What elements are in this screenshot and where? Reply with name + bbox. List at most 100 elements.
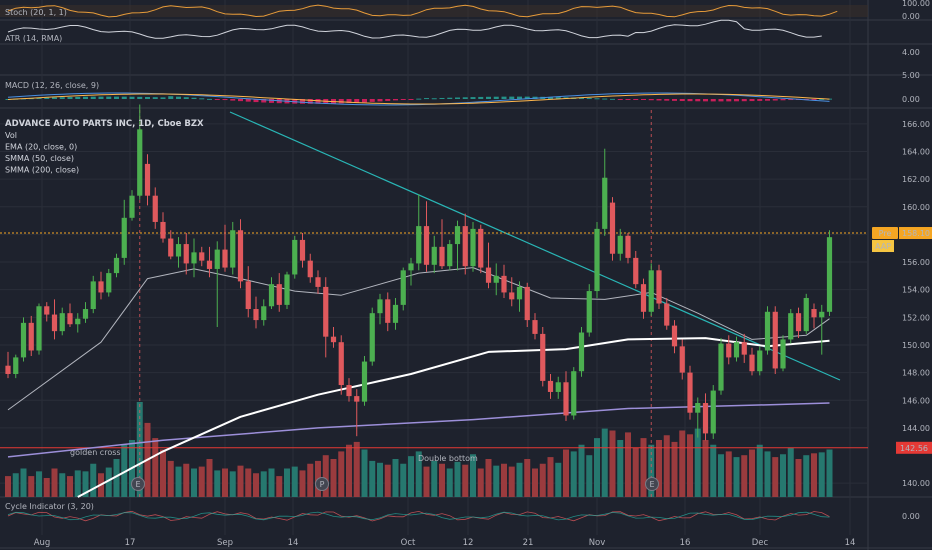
candle-body[interactable] <box>160 221 166 239</box>
candle-body[interactable] <box>640 284 647 312</box>
candle-body[interactable] <box>780 339 786 369</box>
candle-body[interactable] <box>803 297 809 332</box>
candle-body[interactable] <box>718 343 724 391</box>
candle-body[interactable] <box>485 267 492 283</box>
candle-body[interactable] <box>532 320 538 334</box>
candle-body[interactable] <box>75 318 81 325</box>
candle-body[interactable] <box>656 270 662 304</box>
candle-body[interactable] <box>710 390 716 434</box>
candle-body[interactable] <box>13 357 19 374</box>
candle-body[interactable] <box>82 309 89 319</box>
candle-body[interactable] <box>59 313 65 332</box>
candle-body[interactable] <box>222 249 228 268</box>
candle-body[interactable] <box>144 163 151 196</box>
candle-body[interactable] <box>571 371 577 416</box>
candle-body[interactable] <box>361 361 368 402</box>
candle-body[interactable] <box>268 284 275 307</box>
candle-body[interactable] <box>423 226 430 265</box>
candle-body[interactable] <box>299 239 306 261</box>
candle-body[interactable] <box>90 281 96 310</box>
candle-body[interactable] <box>741 342 747 355</box>
candle-body[interactable] <box>586 291 592 333</box>
candle-body[interactable] <box>369 313 375 362</box>
candle-body[interactable] <box>152 195 158 222</box>
candle-body[interactable] <box>664 303 670 326</box>
candle-body[interactable] <box>602 177 608 229</box>
candle-body[interactable] <box>625 235 631 258</box>
candle-body[interactable] <box>253 309 259 321</box>
candle-body[interactable] <box>811 309 817 318</box>
candle-body[interactable] <box>757 350 763 372</box>
candle-body[interactable] <box>555 382 561 392</box>
candle-body[interactable] <box>230 230 236 268</box>
candle-body[interactable] <box>276 284 282 305</box>
candle-body[interactable] <box>292 239 298 275</box>
candle-body[interactable] <box>687 372 693 413</box>
candle-body[interactable] <box>671 325 678 347</box>
candle-body[interactable] <box>36 306 42 351</box>
candle-body[interactable] <box>431 246 437 265</box>
event-marker-e[interactable] <box>645 477 659 491</box>
candle-body[interactable] <box>795 313 802 332</box>
candle-body[interactable] <box>788 313 794 340</box>
candle-body[interactable] <box>191 252 197 264</box>
candle-body[interactable] <box>98 281 104 293</box>
candle-body[interactable] <box>183 244 189 264</box>
candle-body[interactable] <box>516 286 523 300</box>
candle-body[interactable] <box>733 342 740 358</box>
candle-body[interactable] <box>462 226 468 267</box>
candle-body[interactable] <box>315 277 321 287</box>
candle-body[interactable] <box>594 228 600 292</box>
candle-body[interactable] <box>377 299 383 314</box>
candle-body[interactable] <box>648 270 654 312</box>
candle-body[interactable] <box>51 314 58 332</box>
candle-body[interactable] <box>633 257 639 285</box>
candle-body[interactable] <box>772 311 778 369</box>
candle-body[interactable] <box>447 244 453 267</box>
candle-body[interactable] <box>454 226 461 245</box>
candle-body[interactable] <box>106 273 112 293</box>
candle-body[interactable] <box>237 230 244 282</box>
candle-body[interactable] <box>400 270 406 305</box>
candle-body[interactable] <box>578 332 585 372</box>
candle-body[interactable] <box>67 313 73 325</box>
candle-body[interactable] <box>695 403 701 413</box>
candle-body[interactable] <box>113 257 120 274</box>
candle-body[interactable] <box>478 228 484 268</box>
candle-body[interactable] <box>547 380 554 392</box>
candle-body[interactable] <box>323 286 329 337</box>
candle-body[interactable] <box>826 237 833 312</box>
candle-body[interactable] <box>137 129 143 196</box>
candle-body[interactable] <box>726 343 732 358</box>
candle-body[interactable] <box>284 274 290 305</box>
candle-body[interactable] <box>206 260 213 269</box>
event-marker-e[interactable] <box>131 477 145 491</box>
candle-body[interactable] <box>819 311 825 318</box>
candle-body[interactable] <box>5 365 11 374</box>
candle-body[interactable] <box>540 333 546 381</box>
candle-body[interactable] <box>416 226 422 264</box>
candle-body[interactable] <box>338 342 344 386</box>
candle-body[interactable] <box>609 202 616 254</box>
candle-body[interactable] <box>330 336 337 343</box>
candle-body[interactable] <box>261 306 267 321</box>
candle-body[interactable] <box>764 311 771 351</box>
candle-body[interactable] <box>168 238 174 257</box>
candle-body[interactable] <box>563 382 569 416</box>
candle-body[interactable] <box>307 260 313 278</box>
candle-body[interactable] <box>509 292 515 300</box>
candle-body[interactable] <box>245 281 251 310</box>
candle-body[interactable] <box>524 286 530 321</box>
candle-body[interactable] <box>354 396 360 402</box>
candle-body[interactable] <box>121 217 127 258</box>
candle-body[interactable] <box>129 195 135 218</box>
candle-body[interactable] <box>175 244 182 257</box>
candle-body[interactable] <box>501 275 507 293</box>
candle-body[interactable] <box>346 385 352 397</box>
candle-body[interactable] <box>44 306 50 315</box>
candle-body[interactable] <box>439 246 445 267</box>
candle-body[interactable] <box>385 299 391 323</box>
candle-body[interactable] <box>617 235 623 254</box>
candle-body[interactable] <box>28 322 34 351</box>
